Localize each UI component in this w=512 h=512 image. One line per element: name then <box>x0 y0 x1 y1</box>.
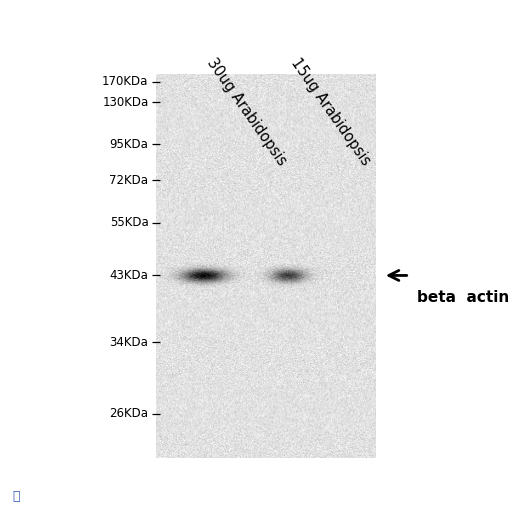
Bar <box>376 0 512 512</box>
Text: beta  actin: beta actin <box>417 290 509 306</box>
Text: 34KDa: 34KDa <box>110 335 148 349</box>
Text: 43KDa: 43KDa <box>110 269 148 282</box>
Bar <box>0 0 156 512</box>
Text: 15ug Arabidopsis: 15ug Arabidopsis <box>288 55 373 168</box>
Bar <box>0 0 512 74</box>
Text: 170KDa: 170KDa <box>102 75 148 89</box>
Text: 130KDa: 130KDa <box>102 96 148 109</box>
Text: 30ug Arabidopsis: 30ug Arabidopsis <box>204 55 289 168</box>
Text: 95KDa: 95KDa <box>110 138 148 151</box>
Bar <box>0 458 512 512</box>
Text: 55KDa: 55KDa <box>110 216 148 229</box>
Text: 72KDa: 72KDa <box>110 174 148 187</box>
Text: Ⓐ: Ⓐ <box>13 490 20 503</box>
Text: 26KDa: 26KDa <box>110 407 148 420</box>
